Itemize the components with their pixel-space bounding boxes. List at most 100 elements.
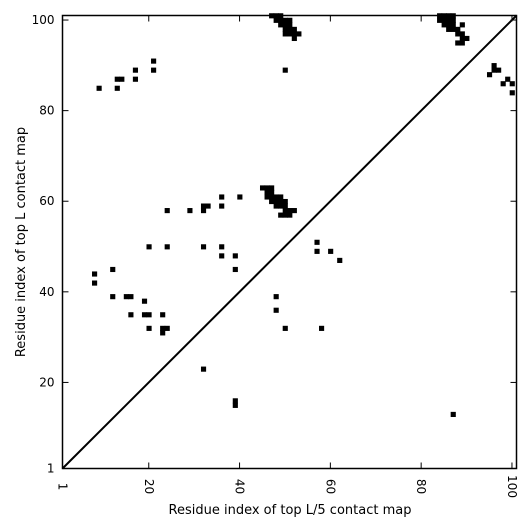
contact-point <box>259 185 266 191</box>
contact-point <box>496 67 502 73</box>
contact-point <box>273 198 279 205</box>
contact-point <box>446 22 452 28</box>
contact-point <box>282 22 288 28</box>
contact-point <box>486 72 493 78</box>
x-tick-label: 20 <box>142 479 156 494</box>
contact-point <box>282 212 288 218</box>
x-axis-ticks: 1 20 40 60 80 100 <box>56 15 519 498</box>
contact-point <box>141 298 148 304</box>
y-axis-ticks: 1 20 40 60 80 100 <box>32 13 517 476</box>
contact-point <box>110 266 116 273</box>
y-tick-label: 20 <box>39 375 54 389</box>
contact-point <box>441 17 447 23</box>
contact-point <box>459 40 465 46</box>
contact-point <box>237 194 243 200</box>
contact-point <box>200 244 207 250</box>
contact-point <box>282 17 288 23</box>
contact-point <box>273 17 279 23</box>
contact-point <box>151 58 157 64</box>
contact-point <box>455 31 461 37</box>
contact-point <box>282 26 288 32</box>
contact-point <box>164 208 170 214</box>
contact-point <box>500 81 506 87</box>
contact-point <box>337 257 343 263</box>
contact-point <box>291 208 297 214</box>
contact-point <box>446 17 452 23</box>
contact-point <box>464 35 470 42</box>
contact-point <box>160 325 166 331</box>
contact-point <box>232 266 238 273</box>
contact-point <box>314 248 320 254</box>
contact-point <box>450 17 456 23</box>
x-tick-label: 1 <box>56 483 70 491</box>
contact-point <box>441 22 447 28</box>
contact-point <box>278 194 284 200</box>
contact-point <box>491 67 497 73</box>
contact-point <box>128 294 134 300</box>
y-tick-label: 80 <box>39 104 54 118</box>
contact-point <box>200 203 207 209</box>
contact-point <box>287 22 293 28</box>
contact-point <box>450 26 456 32</box>
contact-point <box>269 198 275 205</box>
y-axis-title: Residue index of top L contact map <box>14 127 29 357</box>
contact-point <box>146 325 152 331</box>
contact-point <box>282 203 288 209</box>
contact-point <box>287 212 293 218</box>
x-axis-title: Residue index of top L/5 contact map <box>169 503 412 518</box>
contact-point <box>110 294 116 300</box>
contact-point <box>282 208 288 214</box>
contact-point <box>205 203 211 209</box>
x-tick-label: 40 <box>233 479 247 494</box>
contact-point <box>282 198 288 205</box>
contact-point <box>278 212 284 218</box>
diagonal-line <box>61 14 518 470</box>
contact-point <box>232 402 238 408</box>
contact-point <box>160 330 166 336</box>
contact-point <box>128 312 134 318</box>
contact-point <box>146 312 152 318</box>
contact-point <box>269 189 275 196</box>
contact-point <box>491 63 497 69</box>
y-tick-label: 60 <box>39 194 54 208</box>
contact-point <box>114 85 120 91</box>
contact-point <box>287 17 293 23</box>
contact-point <box>459 31 465 37</box>
contact-point <box>282 67 288 73</box>
contact-point <box>264 189 270 196</box>
contact-point <box>232 398 238 404</box>
contact-point <box>291 35 297 42</box>
contact-point <box>509 90 515 96</box>
contact-point <box>96 85 102 91</box>
contact-point <box>269 194 275 200</box>
contact-point <box>291 26 297 32</box>
contact-point <box>92 280 98 286</box>
contact-point <box>264 194 270 200</box>
contact-point <box>278 203 284 209</box>
contact-point <box>151 67 157 73</box>
contact-point <box>273 307 279 313</box>
contact-point <box>132 67 139 73</box>
contact-point <box>455 26 461 32</box>
contact-point <box>187 208 193 214</box>
contact-point <box>278 22 284 28</box>
contact-point <box>455 40 461 46</box>
contact-point <box>278 198 284 205</box>
contact-point <box>219 203 225 209</box>
contact-point <box>446 26 452 32</box>
contact-point <box>146 244 152 250</box>
contact-point <box>459 22 465 28</box>
contact-point <box>219 194 225 200</box>
contact-point <box>264 185 270 191</box>
contact-point <box>232 253 238 259</box>
contact-point <box>141 312 148 318</box>
contact-point <box>269 185 275 191</box>
contact-point <box>200 366 207 372</box>
x-tick-label: 60 <box>323 479 337 494</box>
contact-point <box>164 244 170 250</box>
contact-point <box>278 17 284 23</box>
y-tick-label: 1 <box>47 462 55 476</box>
contact-point <box>219 253 225 259</box>
contact-point <box>273 294 279 300</box>
y-tick-label: 100 <box>32 13 55 27</box>
